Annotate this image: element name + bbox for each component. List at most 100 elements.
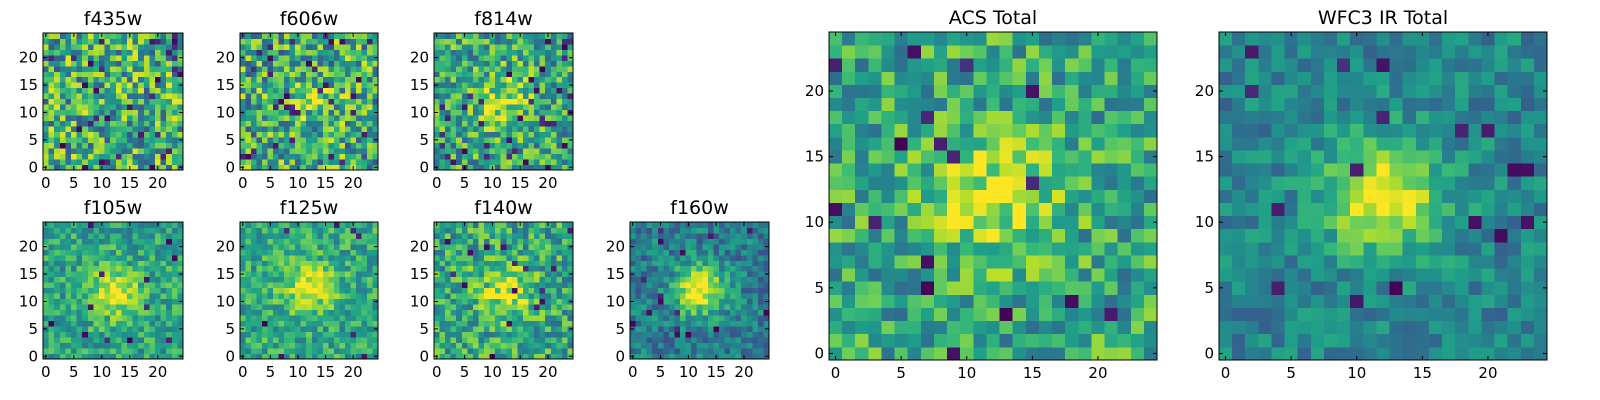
heatmap-cell [149, 271, 156, 278]
heatmap-cell [730, 287, 737, 294]
heatmap-cell [933, 215, 948, 230]
heatmap-cell [511, 71, 518, 78]
heatmap-cell [517, 148, 524, 154]
heatmap-cell [545, 104, 552, 111]
heatmap-cell [461, 298, 468, 305]
heatmap-cell [82, 353, 89, 360]
heatmap-cell [143, 148, 150, 154]
heatmap-cell [757, 282, 764, 289]
heatmap-cell [278, 71, 285, 78]
heatmap-cell [295, 337, 302, 343]
heatmap-cell [54, 254, 61, 261]
heatmap-cell [907, 281, 922, 295]
heatmap-cell [545, 287, 552, 294]
heatmap-cell [842, 189, 856, 203]
heatmap-cell [478, 93, 485, 100]
heatmap-cell [350, 159, 357, 165]
heatmap-cell [104, 65, 111, 72]
heatmap-cell [71, 38, 77, 45]
heatmap-cell [829, 294, 843, 308]
heatmap-cell [54, 304, 61, 311]
heatmap-cell [295, 93, 302, 100]
heatmap-cell [434, 126, 440, 133]
heatmap-cell [450, 115, 457, 122]
heatmap-cell [160, 76, 167, 83]
heatmap-cell [339, 98, 346, 105]
heatmap-cell [567, 337, 574, 343]
heatmap-cell [478, 298, 485, 305]
heatmap-cell [696, 249, 703, 256]
heatmap-cell [322, 38, 329, 45]
heatmap-cell [894, 294, 909, 308]
heatmap-cell [295, 65, 302, 72]
heatmap-cell [311, 142, 318, 149]
heatmap-cell [746, 348, 753, 354]
heatmap-cell [355, 148, 362, 154]
heatmap-cell [439, 49, 446, 56]
heatmap-cell [986, 268, 1000, 282]
heatmap-cell [445, 265, 452, 272]
heatmap-cell [511, 326, 518, 332]
heatmap-cell [657, 331, 664, 338]
heatmap-cell [273, 249, 280, 256]
heatmap-cell [82, 153, 89, 160]
heatmap-cell [76, 33, 83, 39]
heatmap-cell [868, 150, 882, 164]
heatmap-cell [556, 60, 563, 67]
heatmap-cell [1104, 346, 1119, 361]
heatmap-cell [1104, 320, 1119, 335]
heatmap-cell [99, 320, 105, 327]
heatmap-cell [138, 238, 145, 245]
heatmap-cell [567, 65, 574, 72]
heatmap-cell [484, 49, 490, 56]
heatmap-cell [76, 137, 83, 143]
heatmap-cell [267, 337, 274, 343]
heatmap-cell [82, 33, 89, 39]
heatmap-cell [1025, 163, 1040, 177]
heatmap-cell [1130, 176, 1145, 190]
heatmap-cell [746, 331, 753, 338]
heatmap-cell [295, 265, 302, 272]
heatmap-cell [355, 287, 362, 294]
heatmap-cell [306, 222, 313, 228]
heatmap-cell [696, 337, 703, 343]
heatmap-cell [522, 331, 529, 338]
heatmap-cell [511, 348, 518, 354]
heatmap-cell [534, 249, 541, 256]
heatmap-cell [166, 164, 173, 171]
heatmap-cell [328, 342, 335, 349]
heatmap-cell [82, 38, 89, 45]
heatmap-cell [1117, 163, 1132, 177]
heatmap-cell [724, 298, 731, 305]
heatmap-cell [355, 320, 362, 327]
heatmap-cell [500, 109, 507, 116]
heatmap-cell [920, 268, 935, 282]
heatmap-cell [372, 65, 379, 72]
heatmap-cell [333, 43, 340, 50]
heatmap-cell [842, 294, 856, 308]
heatmap-cell [278, 49, 285, 56]
heatmap-cell [143, 76, 150, 83]
heatmap-cell [300, 271, 307, 278]
heatmap-cell [87, 164, 94, 171]
heatmap-cell [696, 304, 703, 311]
heatmap-cell [311, 76, 318, 83]
heatmap-cell [267, 148, 274, 154]
heatmap-cell [528, 115, 535, 122]
heatmap-cell [855, 189, 869, 203]
heatmap-cell [54, 331, 61, 338]
heatmap-cell [445, 65, 452, 72]
heatmap-cell [138, 49, 145, 56]
heatmap-cell [372, 148, 379, 154]
heatmap-cell [718, 287, 725, 294]
heatmap-cell [155, 243, 161, 250]
heatmap-cell [328, 109, 335, 116]
heatmap-cell [76, 164, 83, 171]
heatmap-cell [713, 315, 720, 322]
heatmap-cell [439, 54, 446, 61]
heatmap-cell [478, 159, 485, 165]
heatmap-cell [115, 38, 122, 45]
heatmap-cell [1025, 241, 1040, 256]
heatmap-cell [138, 320, 145, 327]
heatmap-cell [868, 241, 882, 256]
